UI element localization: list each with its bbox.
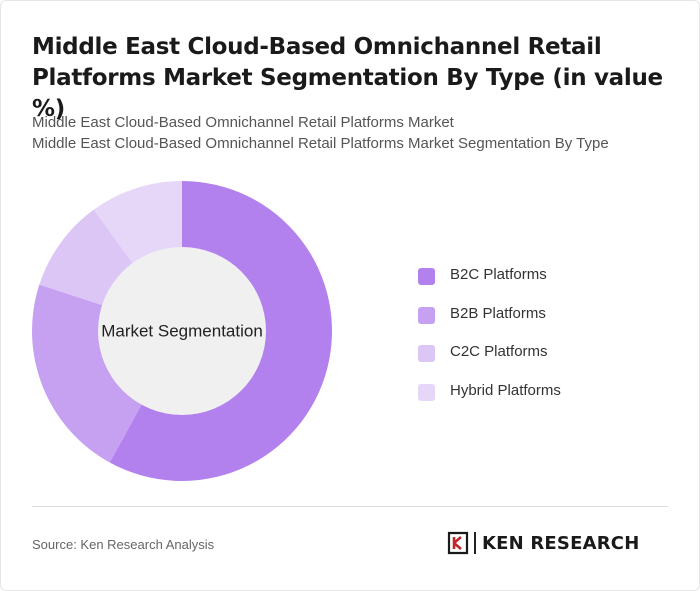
chart-subtitle-2: Middle East Cloud-Based Omnichannel Reta… xyxy=(32,135,609,152)
source-note: Source: Ken Research Analysis xyxy=(32,537,215,552)
legend-label: B2C Platforms xyxy=(450,266,547,283)
legend-item[interactable]: Hybrid Platforms xyxy=(418,380,561,419)
chart-subtitle-1: Middle East Cloud-Based Omnichannel Reta… xyxy=(32,114,454,131)
logo-text: KEN RESEARCH xyxy=(482,532,640,554)
legend-swatch xyxy=(418,268,435,285)
legend-item[interactable]: C2C Platforms xyxy=(418,341,561,380)
chart-legend: B2C Platforms B2B Platforms C2C Platforms H… xyxy=(418,264,561,418)
legend-swatch xyxy=(418,383,435,401)
ken-research-logo: KEN RESEARCH xyxy=(447,530,639,556)
legend-swatch xyxy=(418,306,435,324)
legend-item[interactable]: B2C Platforms xyxy=(418,264,561,303)
logo-separator xyxy=(474,532,476,554)
legend-label: Hybrid Platforms xyxy=(450,381,561,399)
footer-divider xyxy=(32,506,668,507)
donut-center xyxy=(98,247,266,415)
chart-title: Middle East Cloud-Based Omnichannel Reta… xyxy=(32,34,663,122)
center-label: Market Segmentation xyxy=(101,321,263,340)
legend-swatch xyxy=(418,345,435,362)
ken-logo-icon xyxy=(447,531,469,555)
legend-label: B2B Platforms xyxy=(450,304,546,322)
legend-item[interactable]: B2B Platforms xyxy=(418,303,561,342)
legend-label: C2C Platforms xyxy=(450,343,548,360)
